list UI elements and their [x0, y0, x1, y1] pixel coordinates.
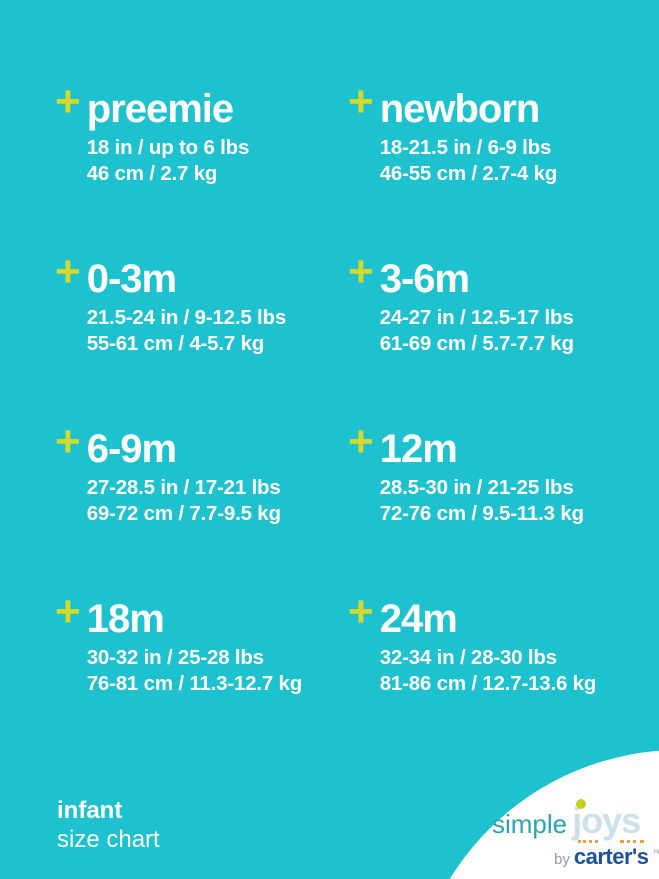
size-label: 24m — [379, 597, 458, 641]
plus-icon: + — [55, 77, 81, 126]
size-info: 12m 28.5-30 in / 21-25 lbs 72-76 cm / 9.… — [380, 427, 584, 527]
size-imperial: 18-21.5 in / 6-9 lbs — [379, 136, 552, 159]
size-imperial: 32-34 in / 28-30 lbs — [379, 646, 557, 669]
size-info: 0-3m 21.5-24 in / 9-12.5 lbs 55-61 cm / … — [86, 257, 287, 357]
chart-category: infant — [57, 797, 123, 824]
trademark-symbol: ™ — [652, 848, 659, 858]
plus-icon: + — [348, 417, 374, 466]
size-imperial: 27-28.5 in / 17-21 lbs — [86, 476, 281, 499]
byline-by-text: by — [554, 851, 570, 868]
plus-icon: + — [348, 247, 374, 296]
size-imperial: 24-27 in / 12.5-17 lbs — [379, 306, 574, 329]
plus-icon: + — [348, 77, 374, 126]
size-entry-0-3m: + 0-3m 21.5-24 in / 9-12.5 lbs 55-61 cm … — [55, 250, 348, 426]
size-entry-preemie: + preemie 18 in / up to 6 lbs 46 cm / 2.… — [55, 80, 348, 256]
size-metric: 55-61 cm / 4-5.7 kg — [86, 332, 265, 355]
joys-dot-icon — [576, 799, 587, 809]
size-label: 0-3m — [86, 257, 177, 301]
joys-underline-dots-right — [620, 840, 644, 843]
size-imperial: 30-32 in / 25-28 lbs — [86, 646, 264, 669]
size-metric: 69-72 cm / 7.7-9.5 kg — [86, 502, 281, 525]
plus-icon: + — [55, 417, 81, 466]
size-imperial: 28.5-30 in / 21-25 lbs — [379, 476, 574, 499]
size-grid: + preemie 18 in / up to 6 lbs 46 cm / 2.… — [55, 80, 641, 766]
size-label: preemie — [86, 87, 234, 131]
size-info: 18m 30-32 in / 25-28 lbs 76-81 cm / 11.3… — [86, 597, 303, 697]
size-entry-18m: + 18m 30-32 in / 25-28 lbs 76-81 cm / 11… — [55, 590, 348, 766]
chart-footer: infant size chart — [57, 796, 160, 854]
chart-title: size chart — [57, 826, 160, 853]
plus-icon: + — [55, 247, 81, 296]
size-info: newborn 18-21.5 in / 6-9 lbs 46-55 cm / … — [379, 87, 558, 187]
size-entry-newborn: + newborn 18-21.5 in / 6-9 lbs 46-55 cm … — [348, 80, 641, 256]
size-imperial: 21.5-24 in / 9-12.5 lbs — [86, 306, 287, 329]
brand-logo-byline: by carter's ™ — [554, 844, 659, 870]
joys-underline-dots-left — [578, 840, 598, 843]
size-label: 12m — [379, 427, 458, 471]
plus-icon: + — [55, 587, 81, 636]
size-entry-3-6m: + 3-6m 24-27 in / 12.5-17 lbs 61-69 cm /… — [348, 250, 641, 426]
size-label: 18m — [86, 597, 165, 641]
brand-simple-text: simple — [492, 809, 568, 839]
size-metric: 46 cm / 2.7 kg — [86, 162, 218, 185]
size-entry-6-9m: + 6-9m 27-28.5 in / 17-21 lbs 69-72 cm /… — [55, 420, 348, 596]
size-imperial: 18 in / up to 6 lbs — [86, 136, 250, 159]
brand-joys-wrap: joys — [572, 799, 641, 842]
size-info: 3-6m 24-27 in / 12.5-17 lbs 61-69 cm / 5… — [380, 257, 574, 357]
plus-icon: + — [348, 587, 374, 636]
size-metric: 61-69 cm / 5.7-7.7 kg — [379, 332, 574, 355]
size-metric: 81-86 cm / 12.7-13.6 kg — [379, 672, 597, 695]
size-label: 6-9m — [86, 427, 177, 471]
size-entry-12m: + 12m 28.5-30 in / 21-25 lbs 72-76 cm / … — [348, 420, 641, 596]
byline-carters-text: carter's — [573, 844, 649, 869]
size-metric: 76-81 cm / 11.3-12.7 kg — [86, 672, 303, 695]
size-label: newborn — [379, 87, 541, 131]
size-info: preemie 18 in / up to 6 lbs 46 cm / 2.7 … — [87, 87, 250, 187]
size-info: 24m 32-34 in / 28-30 lbs 81-86 cm / 12.7… — [380, 597, 597, 697]
size-info: 6-9m 27-28.5 in / 17-21 lbs 69-72 cm / 7… — [87, 427, 281, 527]
size-metric: 72-76 cm / 9.5-11.3 kg — [379, 502, 584, 525]
size-label: 3-6m — [379, 257, 470, 301]
brand-logo: simple joys by carter's ™ — [492, 799, 659, 869]
size-metric: 46-55 cm / 2.7-4 kg — [379, 162, 558, 185]
brand-logo-line1: simple joys — [492, 799, 641, 842]
size-entry-24m: + 24m 32-34 in / 28-30 lbs 81-86 cm / 12… — [348, 590, 641, 766]
